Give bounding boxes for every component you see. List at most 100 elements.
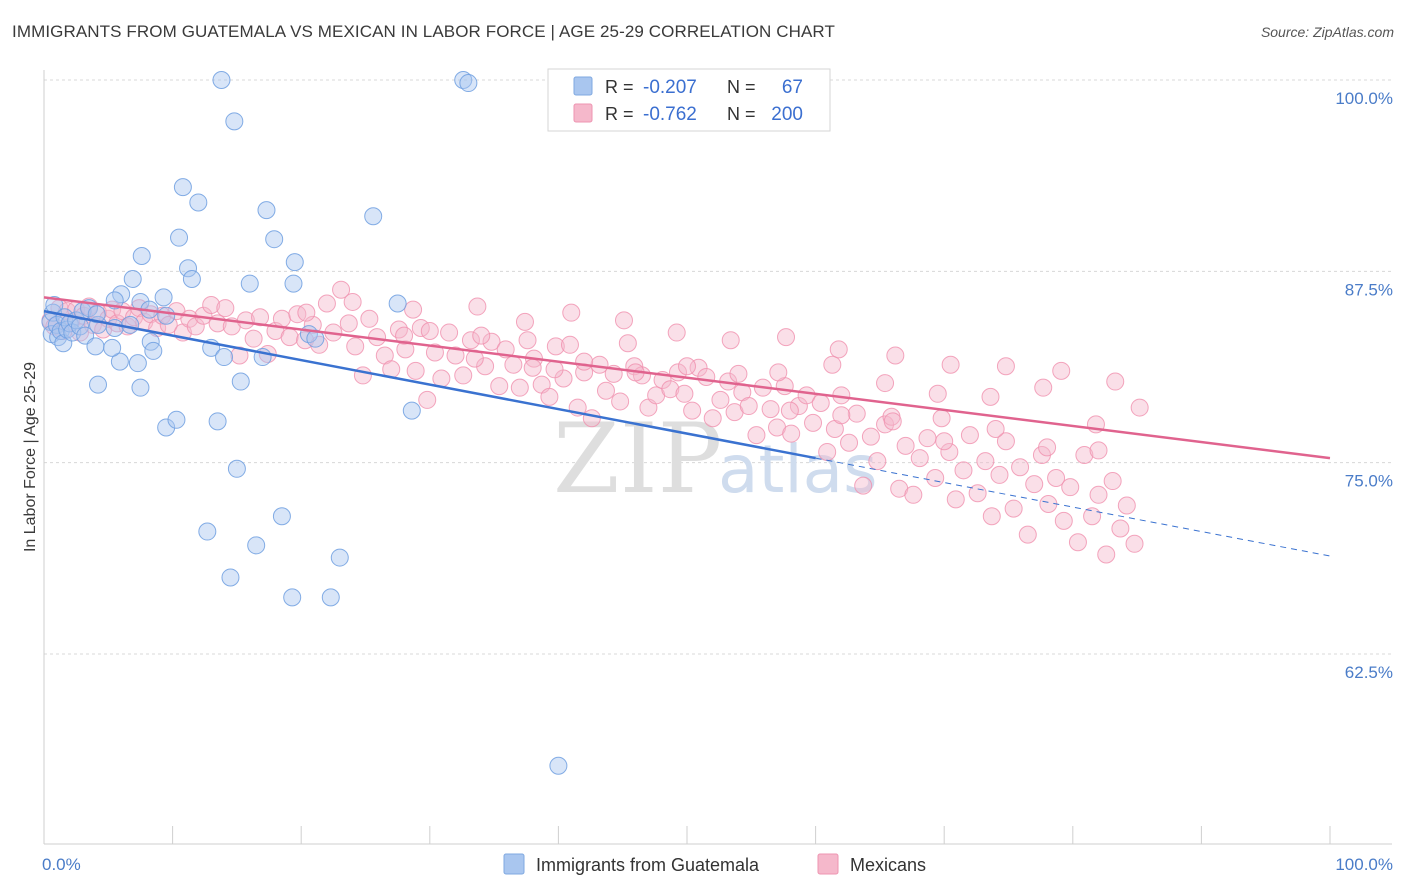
y-tick-labels: 62.5% 75.0% 87.5% 100.0% <box>1335 89 1393 682</box>
mexicans-point <box>518 331 537 350</box>
y-tick-label-3: 100.0% <box>1335 89 1393 108</box>
guatemala-point <box>402 401 421 420</box>
mexicans-point <box>510 378 529 397</box>
mexicans-point <box>1052 361 1071 380</box>
guatemala-point <box>257 201 276 220</box>
mexicans-point <box>216 299 235 318</box>
mexicans-point <box>1117 496 1136 515</box>
mexicans-point <box>981 387 1000 406</box>
mexicans-point <box>761 400 780 419</box>
guatemala-point <box>208 412 227 431</box>
guatemala-point <box>221 568 240 587</box>
mexicans-point <box>1075 446 1094 465</box>
y-tick-label-0: 62.5% <box>1345 663 1393 682</box>
mexicans-trend-line <box>43 296 1331 460</box>
guatemala-point <box>364 207 383 226</box>
mexicans-point <box>996 357 1015 376</box>
guatemala-point <box>240 274 259 293</box>
mexicans-point <box>829 340 848 359</box>
mexicans-point <box>1025 475 1044 494</box>
mexicans-point <box>918 429 937 448</box>
mexicans-point <box>582 409 601 428</box>
mexicans-point <box>1061 478 1080 497</box>
series-legend: Immigrants from Guatemala Mexicans <box>503 853 926 875</box>
guatemala-point <box>284 274 303 293</box>
x-tick-label-0: 0.0% <box>42 855 81 874</box>
mexicans-point <box>932 409 951 428</box>
mexicans-point <box>811 393 830 412</box>
mexicans-point <box>689 358 708 377</box>
mexicans-point <box>1111 519 1130 538</box>
guatemala-point <box>144 341 163 360</box>
mexicans-point <box>490 377 509 396</box>
mexicans-point <box>941 355 960 374</box>
legend-box <box>547 68 831 132</box>
mexicans-point <box>244 329 263 348</box>
guatemala-point <box>285 253 304 272</box>
mexicans-point <box>562 303 581 322</box>
mexicans-point <box>545 360 564 379</box>
mexicans-point <box>697 367 716 386</box>
mexicans-point <box>554 369 573 388</box>
guatemala-point <box>86 337 105 356</box>
mexicans-point <box>406 361 425 380</box>
mexicans-point <box>739 397 758 416</box>
legend-r-value-1: -0.207 <box>643 77 697 98</box>
mexicans-point <box>515 312 534 331</box>
mexicans-point <box>854 476 873 495</box>
guatemala-point <box>131 378 150 397</box>
watermark-zip: ZIP <box>553 403 722 515</box>
mexicans-point <box>1089 441 1108 460</box>
mexicans-point <box>896 436 915 455</box>
mexicans-point <box>575 352 594 371</box>
guatemala-point <box>132 247 151 266</box>
mexicans-point <box>711 390 730 409</box>
guatemala-point <box>182 269 201 288</box>
guatemala-point <box>454 71 473 89</box>
axes <box>43 70 1392 845</box>
guatemala-point <box>128 354 147 373</box>
mexicans-point <box>982 507 1001 526</box>
bottom-legend-swatch-guatemala <box>503 853 525 875</box>
guatemala-point <box>231 372 250 391</box>
mexicans-point <box>703 409 722 428</box>
mexicans-point <box>954 461 973 480</box>
series-guatemala <box>41 71 568 775</box>
guatemala-point <box>198 522 217 541</box>
mexicans-point <box>1047 468 1066 487</box>
mexicans-point <box>861 427 880 446</box>
guatemala-point <box>87 305 106 324</box>
mexicans-point <box>926 468 945 487</box>
mexicans-point <box>1068 533 1087 552</box>
mexicans-point <box>446 346 465 365</box>
mexicans-point <box>482 332 501 351</box>
mexicans-point <box>1083 507 1102 526</box>
y-tick-label-1: 75.0% <box>1345 472 1393 491</box>
mexicans-point <box>461 331 480 350</box>
bottom-legend-label-guatemala: Immigrants from Guatemala <box>536 855 760 875</box>
trend-lines <box>43 296 1331 557</box>
mexicans-point <box>1034 378 1053 397</box>
mexicans-point <box>468 297 487 316</box>
mexicans-point <box>420 322 439 341</box>
mexicans-point <box>996 432 1015 451</box>
mexicans-point <box>1125 534 1144 553</box>
guatemala-point <box>459 74 478 93</box>
mexicans-point <box>990 465 1009 484</box>
mexicans-point <box>230 346 249 365</box>
mexicans-point <box>935 432 954 451</box>
mexicans-point <box>868 452 887 471</box>
mexicans-point <box>440 323 459 342</box>
legend-r-label-1: R = <box>605 77 634 97</box>
mexicans-point <box>288 305 307 324</box>
mexicans-point <box>343 292 362 311</box>
guatemala-point <box>167 410 186 429</box>
mexicans-point <box>818 442 837 461</box>
mexicans-point <box>1038 438 1057 457</box>
legend-n-label-2: N = <box>727 104 756 124</box>
mexicans-point <box>840 433 859 452</box>
mexicans-point <box>1130 398 1149 417</box>
mexicans-point <box>317 294 336 313</box>
mexicans-point <box>614 311 633 330</box>
guatemala-point <box>330 548 349 567</box>
